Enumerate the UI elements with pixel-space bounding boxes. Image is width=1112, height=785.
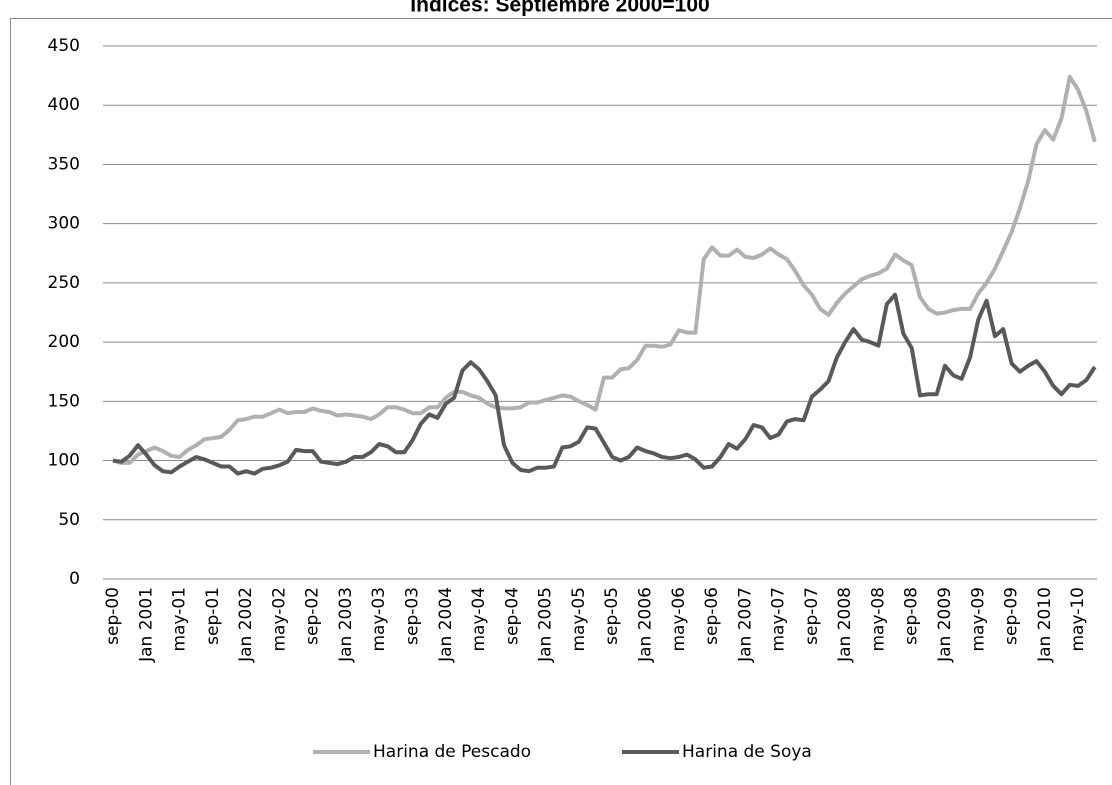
x-tick-label: may-08 bbox=[868, 587, 888, 652]
x-tick-label: sep-05 bbox=[602, 587, 622, 645]
x-tick-label: sep-02 bbox=[303, 587, 323, 645]
chart-title: Índices: Septiembre 2000=100 bbox=[410, 0, 709, 17]
y-tick-label: 50 bbox=[58, 510, 80, 530]
x-tick-label: sep-08 bbox=[902, 587, 922, 645]
x-tick-label: Jan 2005 bbox=[536, 587, 556, 663]
x-tick-label: sep-09 bbox=[1002, 587, 1022, 645]
y-tick-label: 0 bbox=[69, 569, 80, 589]
legend-label: Harina de Soya bbox=[682, 742, 812, 762]
y-tick-label: 250 bbox=[48, 273, 80, 293]
x-tick-label: sep-01 bbox=[203, 587, 223, 645]
x-tick-label: sep-03 bbox=[403, 587, 423, 645]
x-tick-label: may-07 bbox=[769, 587, 789, 652]
x-tick-label: may-04 bbox=[469, 587, 489, 652]
x-tick-label: Jan 2009 bbox=[935, 587, 955, 663]
x-tick-label: may-06 bbox=[669, 587, 689, 652]
y-tick-label: 350 bbox=[48, 154, 80, 174]
x-tick-label: may-09 bbox=[968, 587, 988, 652]
x-tick-label: Jan 2008 bbox=[835, 587, 855, 663]
x-tick-label: Jan 2010 bbox=[1035, 587, 1055, 663]
x-tick-label: Jan 2007 bbox=[735, 587, 755, 663]
y-tick-label: 100 bbox=[48, 451, 80, 471]
series-line bbox=[112, 292, 1097, 476]
x-tick-label: Jan 2003 bbox=[336, 587, 356, 663]
x-tick-label: sep-00 bbox=[103, 587, 123, 645]
y-tick-label: 400 bbox=[48, 95, 80, 115]
series-line bbox=[112, 74, 1097, 465]
x-tick-label: Jan 2001 bbox=[136, 587, 156, 663]
x-tick-label: Jan 2002 bbox=[236, 587, 256, 663]
x-tick-label: may-01 bbox=[170, 587, 190, 652]
y-tick-label: 150 bbox=[48, 391, 80, 411]
x-tick-label: Jan 2004 bbox=[436, 587, 456, 663]
x-tick-label: may-02 bbox=[269, 587, 289, 652]
chart-frame bbox=[10, 18, 1112, 785]
x-tick-label: sep-06 bbox=[702, 587, 722, 645]
x-tick-label: Jan 2006 bbox=[635, 587, 655, 663]
legend-label: Harina de Pescado bbox=[373, 742, 531, 762]
y-tick-label: 200 bbox=[48, 332, 80, 352]
x-tick-label: may-03 bbox=[369, 587, 389, 652]
y-tick-label: 450 bbox=[48, 36, 80, 56]
x-tick-label: may-10 bbox=[1068, 587, 1088, 652]
x-tick-label: sep-07 bbox=[802, 587, 822, 645]
y-tick-label: 300 bbox=[48, 214, 80, 234]
x-tick-label: sep-04 bbox=[502, 587, 522, 645]
x-tick-label: may-05 bbox=[569, 587, 589, 652]
